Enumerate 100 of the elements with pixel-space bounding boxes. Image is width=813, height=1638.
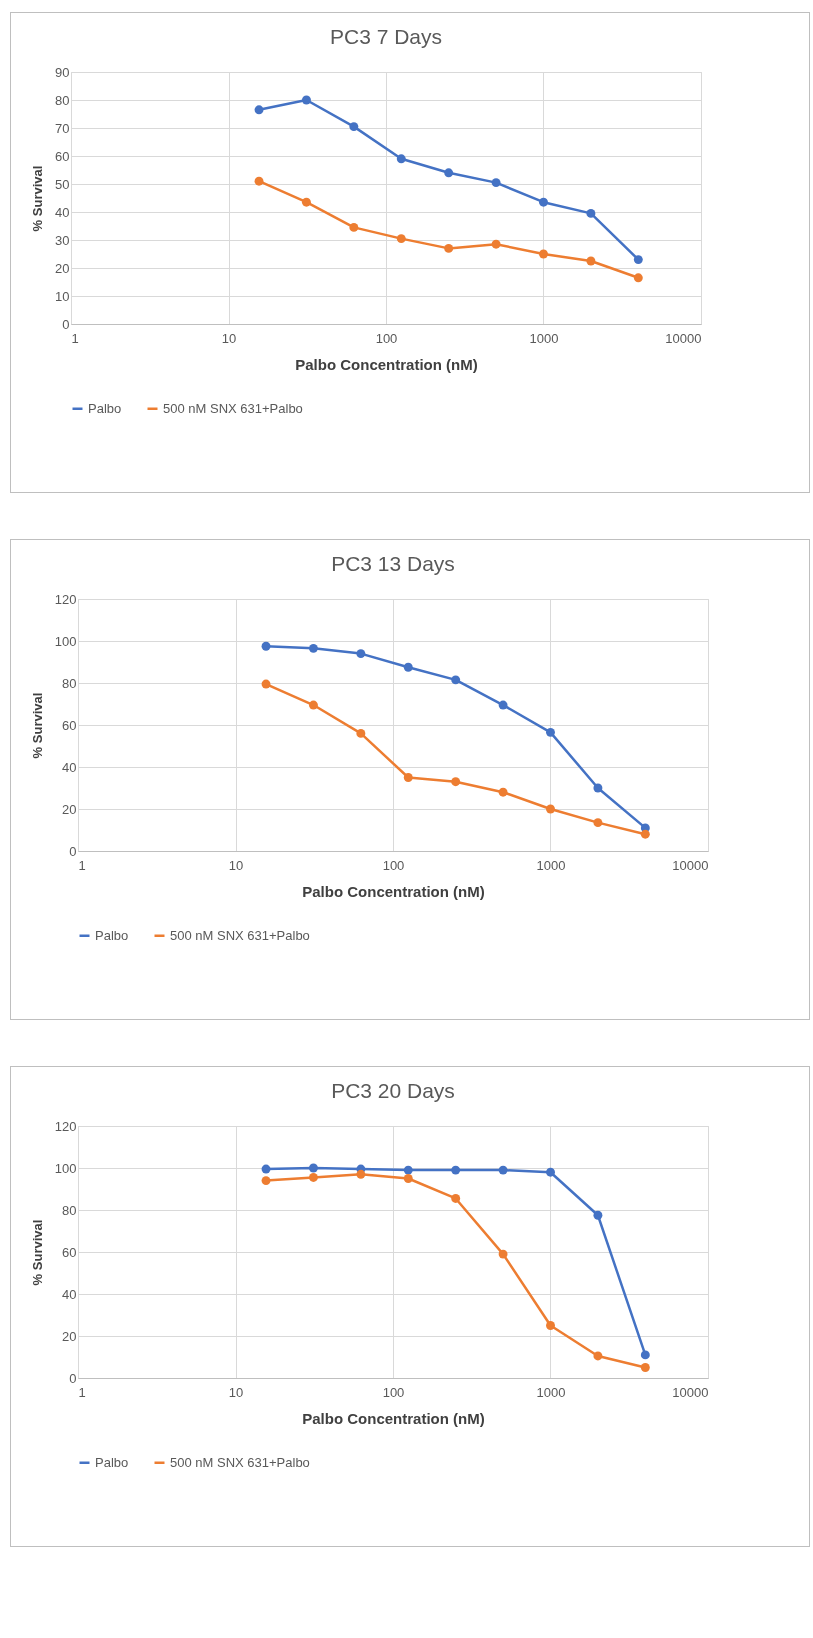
point	[349, 222, 359, 232]
point	[356, 649, 366, 659]
point	[491, 239, 501, 249]
y-tick-label: 80	[62, 675, 77, 691]
y-tick-label: 100	[54, 633, 77, 649]
legend-label: 500 nM SNX 631+Palbo	[170, 927, 310, 943]
point	[593, 818, 603, 828]
point	[451, 1193, 461, 1203]
point	[396, 234, 406, 244]
y-tick-label: 120	[54, 1118, 77, 1134]
point	[261, 641, 271, 651]
y-tick-label: 80	[62, 1202, 77, 1218]
x-tick-label: 1000	[529, 330, 559, 346]
point	[308, 1172, 318, 1182]
y-tick-label: 20	[62, 1328, 77, 1344]
x-tick-label: 10000	[665, 330, 702, 346]
point	[451, 675, 461, 685]
x-tick-label: 10000	[672, 1384, 709, 1400]
point	[593, 783, 603, 793]
chart-title: PC3 7 Days	[329, 25, 443, 48]
x-tick-label: 10	[228, 857, 244, 873]
x-tick-label: 10	[221, 330, 237, 346]
point	[403, 1165, 413, 1175]
chart-title: PC3 13 Days	[331, 552, 455, 575]
point	[640, 829, 650, 839]
point	[451, 777, 461, 787]
point	[498, 1165, 508, 1175]
point	[261, 679, 271, 689]
x-tick-label: 1	[78, 857, 86, 873]
point	[633, 255, 643, 265]
y-axis-title: % Survival	[29, 692, 45, 759]
point	[498, 1249, 508, 1259]
point	[301, 197, 311, 207]
y-tick-label: 40	[55, 204, 70, 220]
y-tick-label: 20	[62, 801, 77, 817]
point	[539, 197, 548, 207]
legend-label: Palbo	[88, 400, 122, 416]
y-tick-label: 100	[54, 1160, 77, 1176]
x-tick-label: 1	[71, 330, 79, 346]
y-tick-label: 90	[55, 64, 70, 80]
point	[491, 178, 501, 188]
point	[498, 700, 508, 710]
point	[546, 727, 555, 737]
point	[546, 1321, 555, 1330]
x-tick-label: 10000	[672, 857, 709, 873]
x-tick-label: 1000	[536, 1384, 566, 1400]
point	[308, 643, 318, 653]
x-tick-label: 100	[382, 1384, 405, 1400]
point	[403, 773, 413, 782]
point	[593, 1210, 603, 1220]
x-tick-label: 100	[382, 857, 405, 873]
point	[586, 256, 596, 266]
point	[451, 1165, 461, 1175]
y-tick-label: 20	[55, 260, 70, 276]
x-axis-title: Palbo Concentration (nM)	[295, 355, 478, 373]
point	[546, 1167, 555, 1177]
point	[254, 176, 264, 186]
point	[308, 700, 318, 710]
point	[539, 249, 548, 259]
y-tick-label: 30	[55, 232, 70, 248]
point	[349, 122, 359, 132]
y-axis-title: % Survival	[29, 1219, 45, 1286]
y-tick-label: 0	[62, 316, 70, 332]
point	[301, 95, 311, 105]
point	[444, 168, 454, 178]
x-tick-label: 10	[228, 1384, 244, 1400]
point	[356, 728, 366, 738]
y-tick-label: 0	[69, 843, 77, 859]
y-tick-label: 70	[55, 120, 70, 136]
y-axis-title: % Survival	[30, 165, 46, 232]
x-axis-title: Palbo Concentration (nM)	[302, 1409, 485, 1427]
legend-label: 500 nM SNX 631+Palbo	[163, 400, 303, 416]
x-tick-label: 1	[78, 1384, 86, 1400]
point	[308, 1163, 318, 1173]
legend-label: Palbo	[95, 1454, 129, 1470]
y-tick-label: 10	[55, 288, 70, 304]
y-tick-label: 60	[62, 717, 77, 733]
point	[356, 1169, 366, 1179]
point	[261, 1164, 271, 1174]
chart-title: PC3 20 Days	[331, 1079, 455, 1102]
y-tick-label: 80	[55, 92, 70, 108]
legend-label: 500 nM SNX 631+Palbo	[170, 1454, 310, 1470]
y-tick-label: 60	[55, 148, 70, 164]
y-tick-label: 120	[54, 591, 77, 607]
y-tick-label: 50	[55, 176, 70, 192]
y-tick-label: 40	[62, 1286, 77, 1302]
point	[633, 273, 643, 283]
x-tick-label: 1000	[536, 857, 566, 873]
x-tick-label: 100	[375, 330, 398, 346]
point	[444, 243, 454, 253]
point	[640, 1350, 650, 1360]
point	[261, 1176, 271, 1186]
point	[593, 1351, 603, 1361]
point	[586, 208, 596, 218]
y-tick-label: 0	[69, 1370, 77, 1386]
point	[254, 105, 264, 115]
point	[396, 154, 406, 164]
point	[640, 1363, 650, 1372]
x-axis-title: Palbo Concentration (nM)	[302, 882, 485, 900]
point	[403, 662, 413, 672]
